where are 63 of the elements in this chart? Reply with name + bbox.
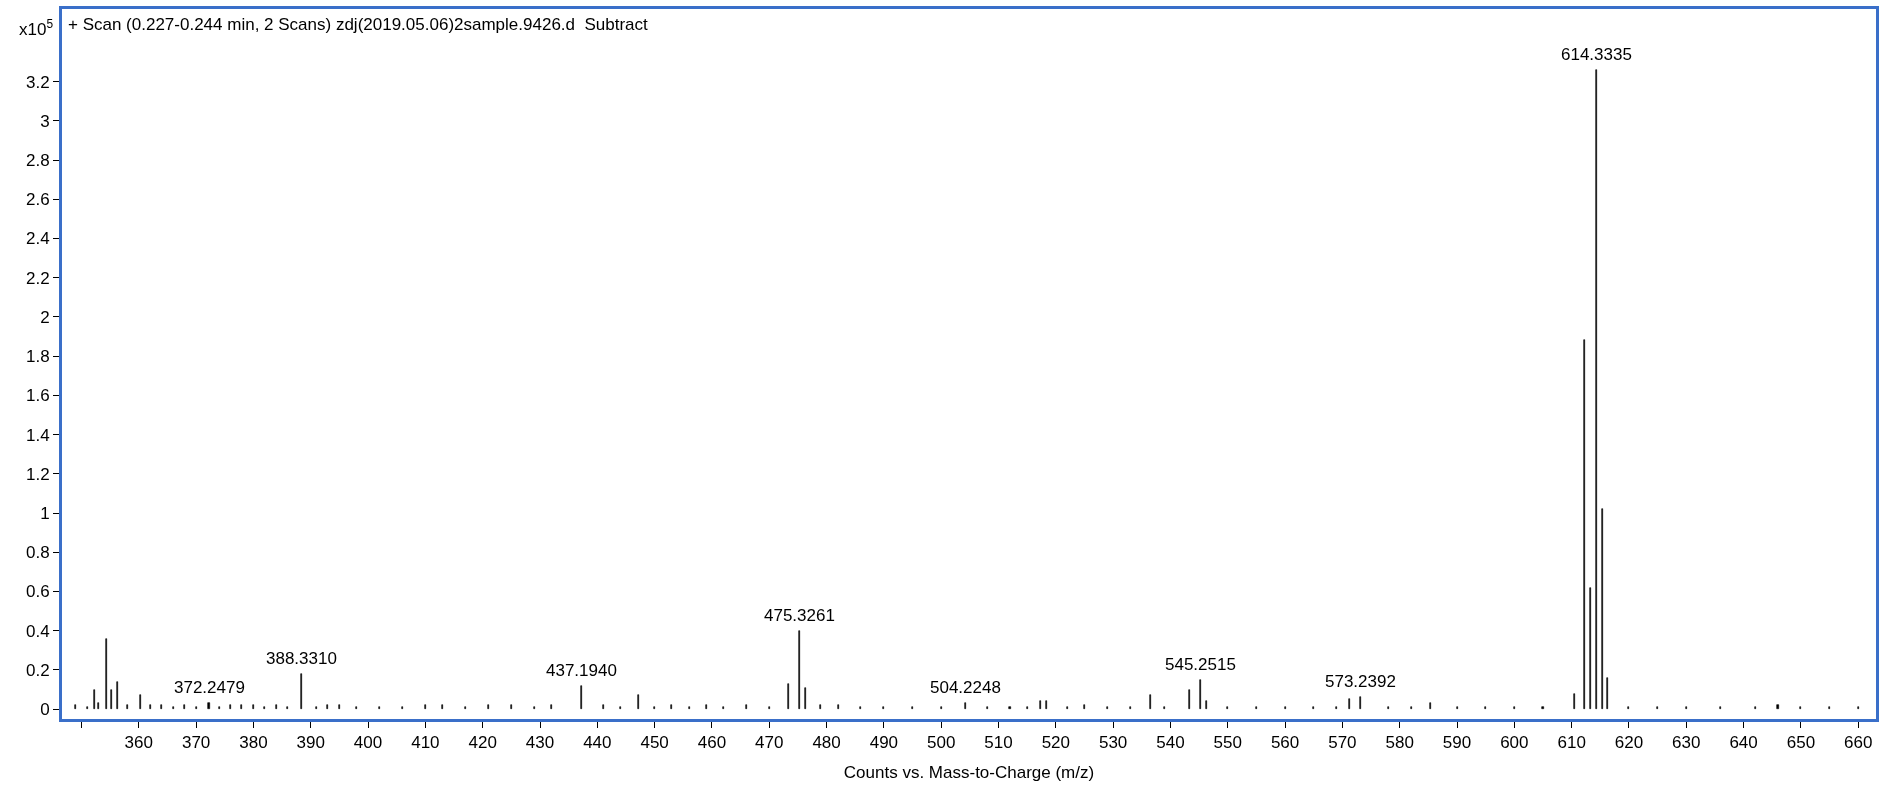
x-tick-label: 480 <box>812 733 841 753</box>
y-tick-label: 0 <box>40 700 50 720</box>
y-tick-label: 0.6 <box>25 582 50 602</box>
y-tick-label: 2.4 <box>25 229 50 249</box>
x-tick-label: 520 <box>1041 733 1071 753</box>
x-tick-label: 370 <box>181 733 211 753</box>
x-tick-label: 390 <box>296 733 325 753</box>
x-tick-label: 450 <box>640 733 669 753</box>
bar <box>207 702 210 709</box>
x-tick-label: 610 <box>1557 733 1586 753</box>
x-tick-label: 620 <box>1614 733 1644 753</box>
x-tick-label: 500 <box>927 733 956 753</box>
x-tick-label: 460 <box>697 733 727 753</box>
x-tick-label: 580 <box>1385 733 1414 753</box>
annotation: 614.3335 <box>1561 45 1632 64</box>
y-tick-label: 1.6 <box>25 386 50 406</box>
annotation: 573.2392 <box>1325 672 1396 691</box>
x-tick-label: 510 <box>984 733 1013 753</box>
annotation: 372.2479 <box>174 678 245 697</box>
annotation: 388.3310 <box>266 649 337 668</box>
x-tick-label: 380 <box>239 733 268 753</box>
annotation: 437.1940 <box>546 661 617 680</box>
y-axis-title: x10$^{5}$ <box>19 17 54 40</box>
x-tick-label: 560 <box>1270 733 1300 753</box>
x-tick-label: 600 <box>1500 733 1529 753</box>
annotation: 545.2515 <box>1165 655 1236 674</box>
y-tick-label: 0.4 <box>25 621 50 641</box>
x-tick-label: 410 <box>411 733 440 753</box>
x-tick-label: 400 <box>353 733 383 753</box>
x-tick-label: 650 <box>1786 733 1816 753</box>
x-tick-label: 640 <box>1729 733 1758 753</box>
x-tick-label: 530 <box>1098 733 1128 753</box>
x-axis-title: Counts vs. Mass-to-Charge (m/z) <box>843 762 1095 782</box>
y-tick-label: 3 <box>40 111 50 131</box>
y-tick-label: 2 <box>40 307 50 327</box>
x-tick-label: 420 <box>468 733 497 753</box>
x-tick-label: 470 <box>755 733 784 753</box>
y-tick-label: 1.4 <box>25 425 50 445</box>
bar <box>1008 706 1011 709</box>
annotation: 475.3261 <box>764 606 835 625</box>
chart-title: + Scan (0.227-0.244 min, 2 Scans) zdj(2019.05.06)2sample.9426.d Subtract <box>68 15 649 34</box>
y-tick-label: 1.8 <box>25 347 50 367</box>
x-tick-label: 570 <box>1328 733 1357 753</box>
y-tick-label: 1 <box>40 504 50 524</box>
bar <box>1776 704 1779 709</box>
x-tick-label: 540 <box>1156 733 1185 753</box>
x-tick-label: 430 <box>525 733 555 753</box>
y-tick-label: 1.2 <box>25 464 50 484</box>
x-tick-label: 490 <box>869 733 899 753</box>
y-tick-label: 0.8 <box>25 543 50 563</box>
y-tick-label: 2.6 <box>25 190 50 210</box>
x-tick-label: 550 <box>1213 733 1242 753</box>
annotation: 504.2248 <box>930 678 1001 697</box>
y-tick-label: 3.2 <box>25 72 50 92</box>
y-tick-label: 2.2 <box>25 268 50 288</box>
y-tick-label: 0.2 <box>25 660 50 680</box>
x-tick-label: 630 <box>1672 733 1701 753</box>
x-tick-label: 660 <box>1844 733 1873 753</box>
x-tick-label: 440 <box>583 733 612 753</box>
x-tick-label: 590 <box>1442 733 1472 753</box>
x-tick-label: 360 <box>124 733 153 753</box>
bar <box>1541 706 1544 709</box>
y-tick-label: 2.8 <box>25 150 50 170</box>
